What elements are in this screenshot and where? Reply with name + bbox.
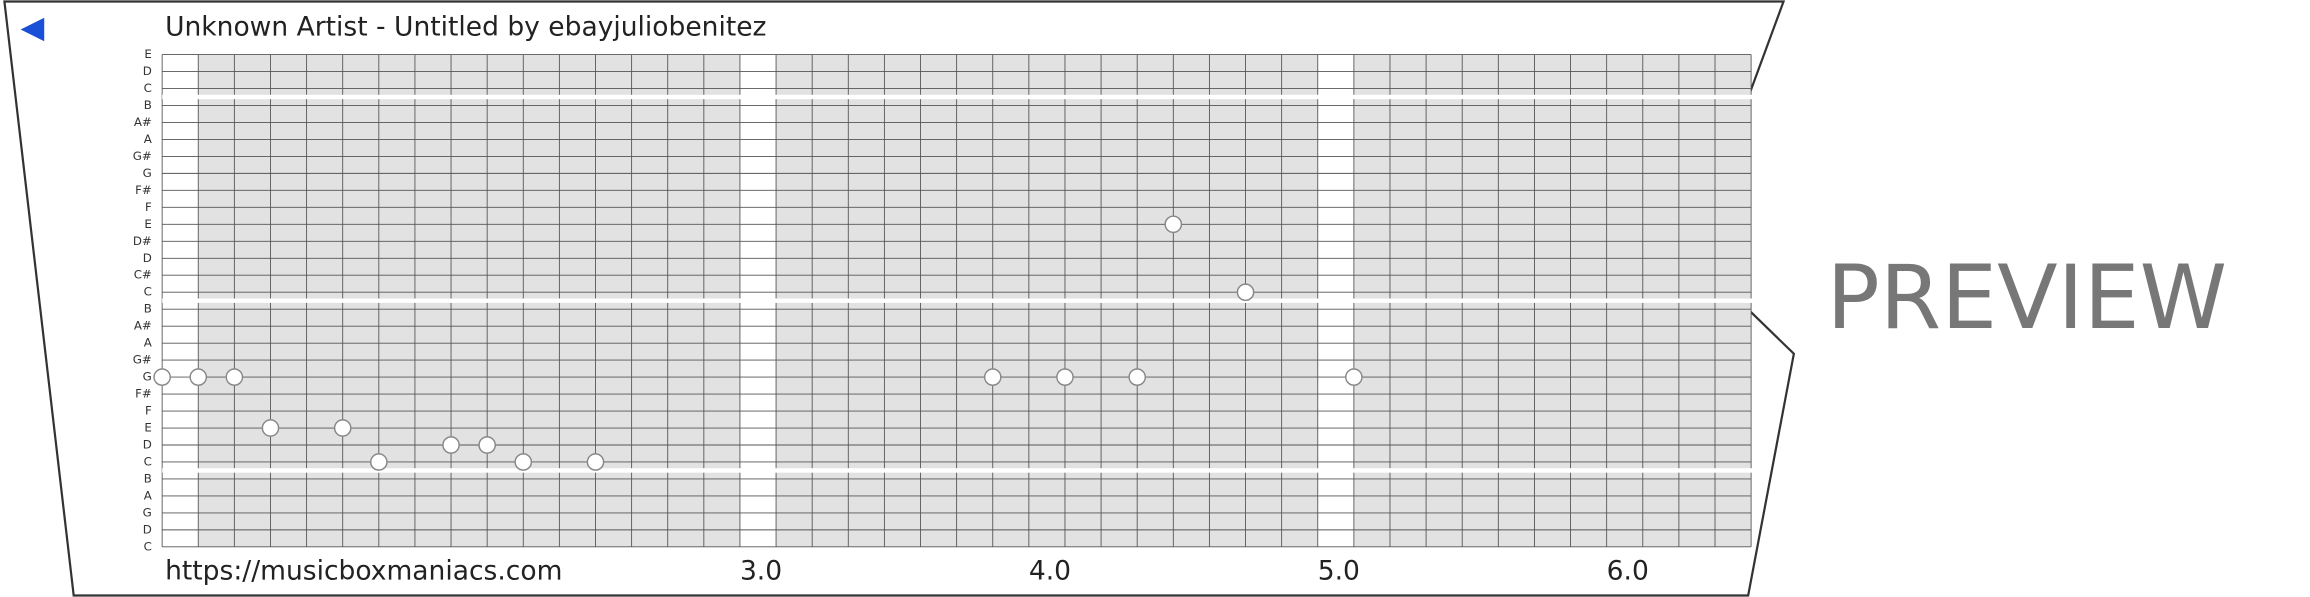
row-label: E bbox=[144, 47, 151, 61]
row-label: F# bbox=[135, 183, 152, 197]
row-label: C# bbox=[134, 268, 152, 282]
row-label: C bbox=[144, 81, 152, 95]
row-label: D bbox=[143, 64, 152, 78]
x-tick-label: 5.0 bbox=[1318, 555, 1360, 586]
note bbox=[1128, 368, 1147, 386]
note bbox=[261, 419, 280, 437]
note bbox=[153, 368, 171, 386]
note bbox=[1164, 215, 1183, 234]
row-label: F bbox=[145, 200, 152, 214]
title: Unknown Artist - Untitled by ebayjuliobe… bbox=[165, 12, 766, 43]
note bbox=[225, 368, 244, 386]
x-tick-label: 4.0 bbox=[1029, 555, 1071, 586]
row-label: G bbox=[143, 370, 152, 384]
row-label: E bbox=[144, 421, 151, 435]
row-label: G# bbox=[133, 149, 152, 163]
note bbox=[586, 453, 605, 471]
row-label: D bbox=[143, 437, 152, 451]
row-label: A bbox=[144, 132, 152, 146]
note bbox=[442, 436, 460, 454]
row-label: B bbox=[144, 471, 152, 485]
note bbox=[369, 453, 388, 471]
row-label: A# bbox=[134, 115, 152, 129]
row-label: B bbox=[144, 302, 152, 316]
row-label: G# bbox=[133, 353, 152, 367]
strip-outline bbox=[3, 0, 1796, 597]
row-label: D bbox=[143, 251, 152, 265]
row-label: A# bbox=[134, 319, 152, 333]
row-label: B bbox=[144, 98, 152, 112]
row-label: D bbox=[143, 522, 152, 536]
url: https://musicboxmaniacs.com bbox=[165, 555, 562, 586]
octave-divider bbox=[162, 298, 1769, 303]
back-button[interactable] bbox=[20, 17, 45, 42]
row-label: G bbox=[143, 505, 152, 519]
octave-divider bbox=[162, 468, 1769, 473]
note bbox=[478, 436, 497, 454]
row-label: C bbox=[144, 285, 152, 299]
row-label: A bbox=[144, 488, 152, 502]
note bbox=[514, 453, 533, 471]
row-label: F bbox=[145, 404, 152, 418]
note bbox=[1236, 283, 1255, 302]
row-label: C bbox=[144, 539, 152, 553]
note bbox=[189, 368, 208, 386]
note bbox=[1056, 368, 1074, 386]
note bbox=[1345, 368, 1363, 386]
row-label: A bbox=[144, 336, 152, 350]
row-label: G bbox=[143, 166, 152, 180]
note bbox=[333, 419, 352, 437]
row-label: F# bbox=[135, 387, 152, 401]
row-label: D# bbox=[133, 234, 152, 248]
row-label: E bbox=[144, 217, 151, 231]
octave-divider bbox=[162, 94, 1769, 100]
watermark: PREVIEW bbox=[1826, 246, 2227, 349]
x-tick-label: 3.0 bbox=[740, 555, 782, 586]
x-tick-label: 6.0 bbox=[1607, 555, 1649, 586]
note bbox=[983, 368, 1002, 386]
row-label: C bbox=[144, 454, 152, 468]
